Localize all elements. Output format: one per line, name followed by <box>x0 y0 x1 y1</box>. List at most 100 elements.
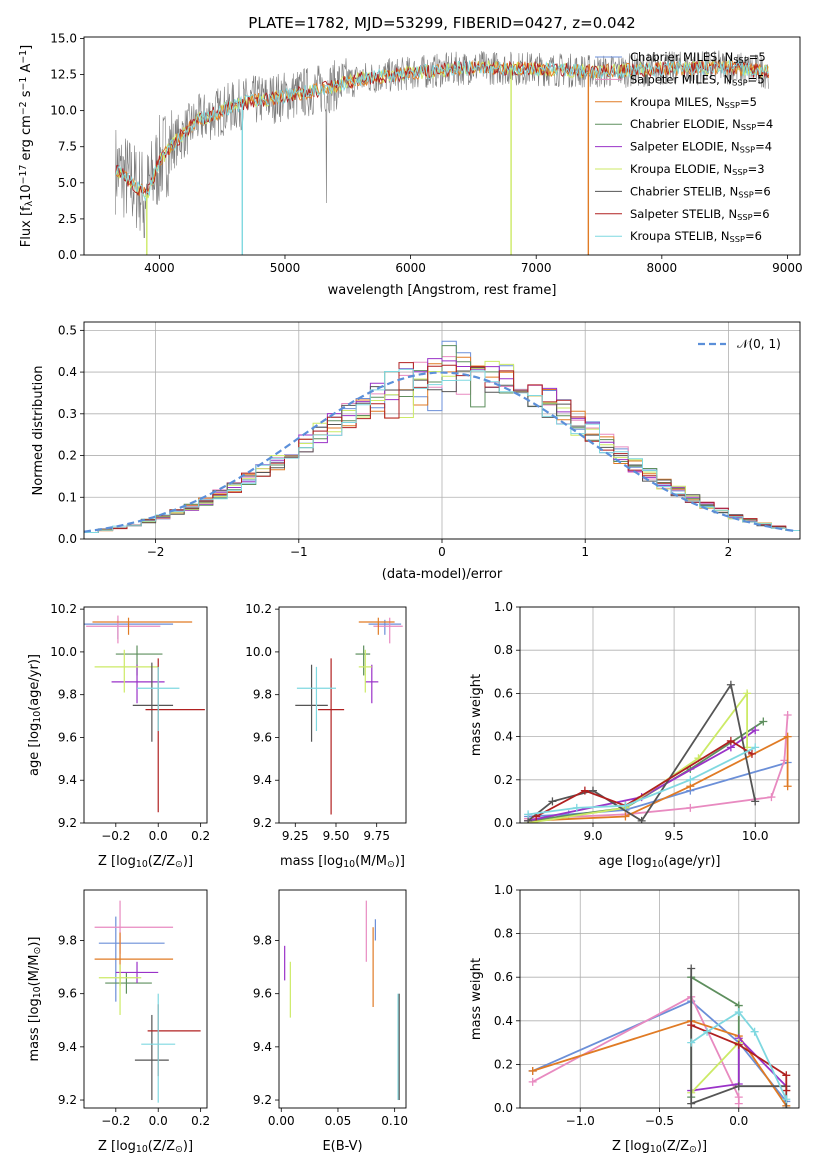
axes-mass-vs-z: −0.2 0.0 0.29.29.49.69.8Z [log10(Z/Z⊙)]mas… <box>27 889 210 1155</box>
plot-area <box>524 680 792 823</box>
axes-age-vs-z: −0.2 0.0 0.29.29.49.69.810.010.2Z [log10(Z… <box>27 602 210 870</box>
y-axis-label: mass [log10(M/M⊙)] <box>27 937 43 1062</box>
y-tick-label: 9.8 <box>253 934 272 948</box>
y-axis-label: mass weight <box>469 674 484 756</box>
x-tick-label: 9.25 <box>282 829 309 843</box>
y-tick-label: 9.2 <box>253 816 272 830</box>
label-part: (M/M <box>355 854 387 869</box>
label-part: ⊙ <box>175 859 183 870</box>
errorbar-point <box>105 972 152 994</box>
x-tick-label: 0.00 <box>268 1114 295 1128</box>
plot-area <box>84 615 205 813</box>
y-tick-label: 15.0 <box>50 31 77 45</box>
legend-entry: Kroupa ELODIE, NSSP=3 <box>630 162 765 177</box>
label-part: SSP <box>741 122 756 132</box>
label-part: =5 <box>748 72 765 86</box>
x-tick-label: −0.5 <box>645 1114 674 1128</box>
y-tick-label: 10.2 <box>50 602 77 616</box>
axes-frame <box>519 889 800 1109</box>
x-tick-label: 0.0 <box>729 1114 748 1128</box>
y-tick-label: 12.5 <box>50 68 77 82</box>
label-part: Kroupa STELIB, N <box>630 229 730 243</box>
label-part: E(B-V) <box>322 1139 362 1154</box>
x-axis-label: Z [log10(Z/Z⊙)] <box>98 854 193 870</box>
y-tick-label: 0.0 <box>494 816 513 830</box>
y-tick-label: 0.5 <box>58 323 77 337</box>
label-part: 10 <box>650 1144 662 1155</box>
errorbar-point <box>134 1014 169 1101</box>
label-part: Salpeter ELODIE, N <box>630 140 740 154</box>
weight-marker <box>726 736 735 745</box>
weight-marker <box>686 775 695 784</box>
weight-marker <box>687 964 696 973</box>
y-tick-label: 0.4 <box>494 730 513 744</box>
y-tick-label: 9.6 <box>253 987 272 1001</box>
histogram-c4 <box>84 345 800 533</box>
plot-area <box>295 617 403 815</box>
x-tick-label: 8000 <box>647 261 678 275</box>
weight-line-c6 <box>690 1041 740 1094</box>
weight-marker <box>782 1086 791 1095</box>
x-tick-label: 0.10 <box>381 1114 408 1128</box>
label-part: Kroupa ELODIE, N <box>630 162 732 176</box>
x-axis-label: Z [log10(Z/Z⊙)] <box>98 1139 193 1155</box>
weight-marker <box>686 803 695 812</box>
y-tick-label: 9.6 <box>253 730 272 744</box>
legend-entry: Salpeter ELODIE, NSSP=4 <box>630 140 772 155</box>
label-part: mass [log <box>27 998 42 1061</box>
label-part: age [log <box>27 723 42 776</box>
label-part: λ <box>24 200 35 206</box>
label-part: Z [log <box>612 1139 650 1154</box>
x-tick-label: 9000 <box>772 261 803 275</box>
label-part: ] <box>19 45 34 50</box>
x-tick-label: 5000 <box>270 261 301 275</box>
x-tick-label: 0.0 <box>149 1114 168 1128</box>
weight-marker <box>580 786 589 795</box>
weight-line-c5 <box>691 1036 787 1092</box>
plot-area <box>528 964 791 1108</box>
errorbar-point <box>86 615 161 644</box>
label-part: (Z/Z <box>148 1139 175 1154</box>
plot-area <box>114 50 770 255</box>
y-tick-label: 0.3 <box>58 407 77 421</box>
label-part: =6 <box>754 184 771 198</box>
legend-entry: Kroupa STELIB, NSSP=6 <box>630 229 762 244</box>
y-tick-label: 0.6 <box>494 686 513 700</box>
label-part: s <box>19 90 34 101</box>
x-tick-label: 2 <box>725 545 733 559</box>
label-part: mass [log <box>280 854 343 869</box>
label-part: SSP <box>732 77 747 87</box>
label-part: 10 <box>343 859 355 870</box>
chart-title: PLATE=1782, MJD=53299, FIBERID=0427, z=0… <box>248 14 635 32</box>
weight-marker <box>734 1008 743 1017</box>
weight-marker <box>767 793 776 802</box>
label-part: SSP <box>738 189 753 199</box>
legend-entry: Salpeter MILES, NSSP=5 <box>630 72 765 87</box>
x-tick-label: −1 <box>290 545 308 559</box>
y-axis-label: Normed distribution <box>31 366 46 496</box>
errorbar-point <box>115 961 159 984</box>
y-tick-label: 10.0 <box>50 104 77 118</box>
axes-frame <box>83 321 801 540</box>
label-part: (Z/Z <box>148 854 175 869</box>
y-tick-label: 9.6 <box>58 987 77 1001</box>
axes-mass-vs-ebv: 0.00 0.05 0.10 9.2 9.4 9.6 9.8 E(B-V) <box>253 889 408 1154</box>
x-tick-label: −0.2 <box>101 829 130 843</box>
y-tick-label: 0.2 <box>494 1057 513 1071</box>
weight-marker <box>734 1099 743 1108</box>
weight-marker <box>703 1027 712 1036</box>
weight-marker <box>782 1104 791 1108</box>
errorbar-point <box>365 664 379 704</box>
x-tick-label: 9.5 <box>665 829 684 843</box>
y-tick-label: 9.4 <box>253 1040 272 1054</box>
y-tick-label: 9.4 <box>58 1040 77 1054</box>
gaussian-curve <box>84 371 798 533</box>
histogram-c6 <box>84 360 800 533</box>
y-tick-label: 0.4 <box>58 365 77 379</box>
weight-marker <box>751 726 760 735</box>
x-tick-label: 9.50 <box>323 829 350 843</box>
weight-marker <box>783 782 792 791</box>
label-part: SSP <box>733 55 748 65</box>
weight-line-c3 <box>528 735 789 822</box>
legend-entry: 𝒩(0, 1) <box>737 337 781 351</box>
